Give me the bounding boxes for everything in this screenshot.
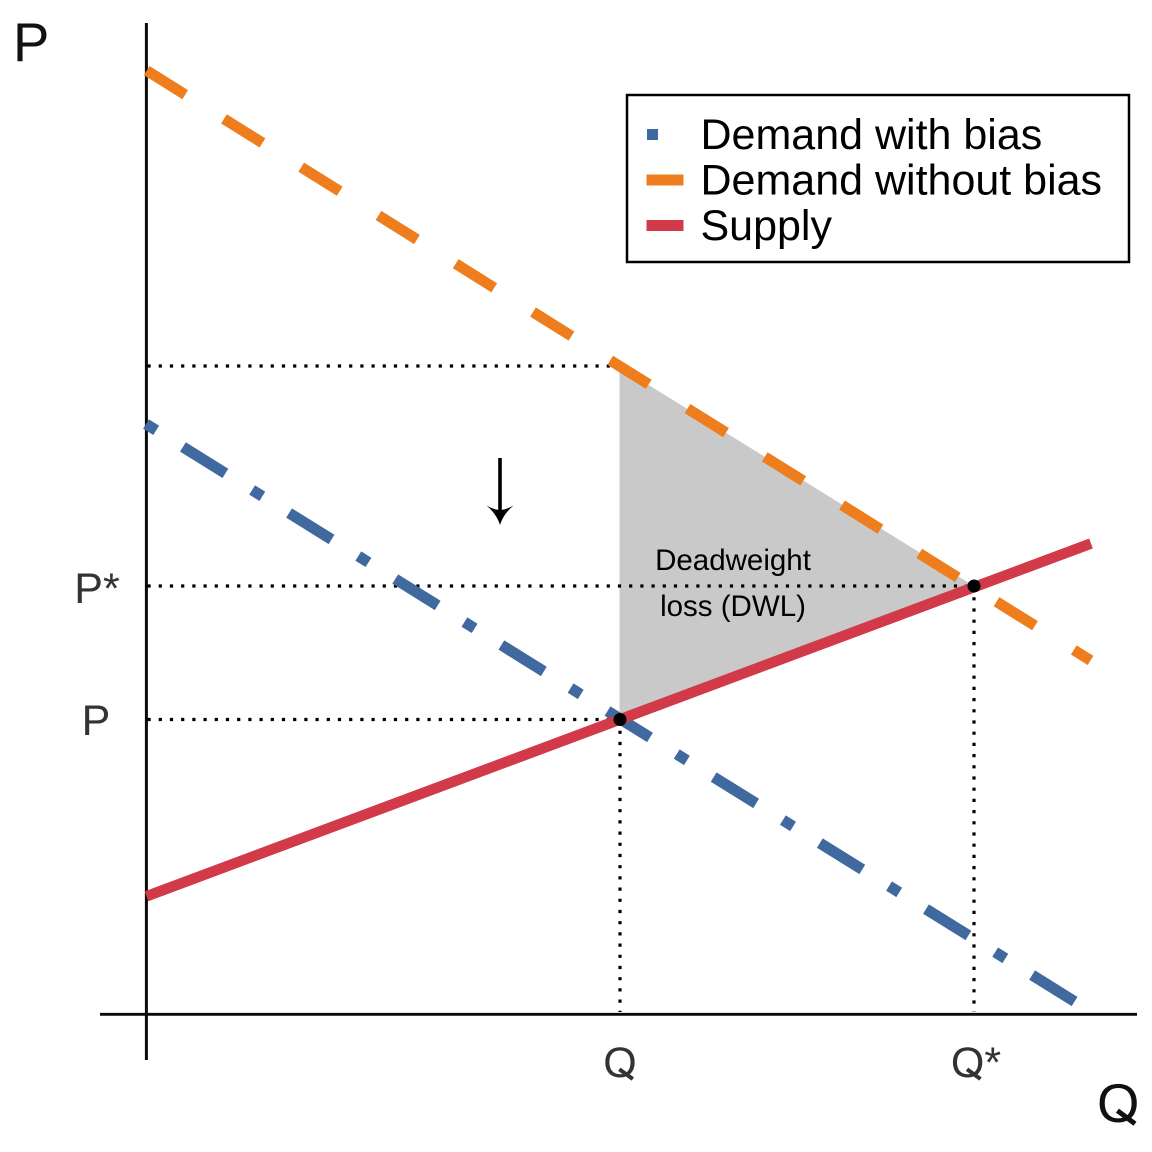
- svg-text:loss (DWL): loss (DWL): [660, 590, 806, 623]
- svg-text:O*: O*: [951, 1039, 1001, 1087]
- svg-text:P*: P*: [74, 565, 120, 613]
- svg-text:P: P: [82, 697, 111, 745]
- svg-text:P: P: [13, 12, 49, 73]
- svg-text:Deadweight: Deadweight: [655, 544, 811, 577]
- svg-text:Demand without bias: Demand without bias: [701, 157, 1103, 205]
- svg-text:Demand with bias: Demand with bias: [701, 111, 1043, 159]
- svg-text:Supply: Supply: [701, 202, 833, 250]
